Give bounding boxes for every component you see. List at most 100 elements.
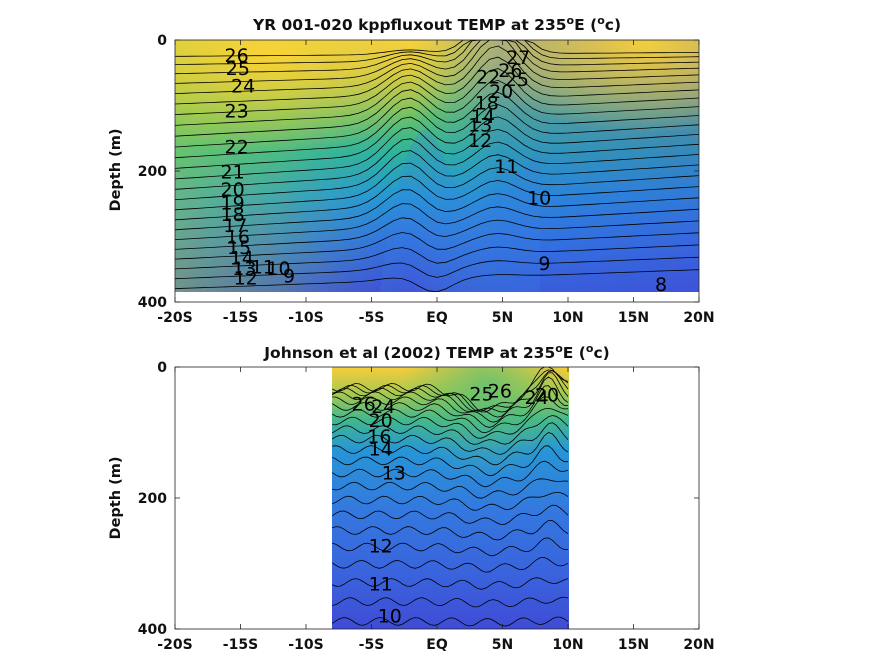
contour-label: 11	[369, 574, 393, 596]
contour-label: 12	[468, 130, 492, 152]
isotherm-line	[175, 138, 699, 190]
x-tick-label: -10S	[288, 310, 323, 326]
isotherm-line	[175, 256, 699, 280]
y-tick-label: 200	[138, 491, 167, 507]
isotherm-line	[175, 56, 699, 115]
isotherm-line	[175, 68, 699, 126]
x-tick-label: 15N	[618, 310, 649, 326]
contour-label: 14	[230, 247, 254, 269]
x-tick-label: 5N	[492, 310, 513, 326]
contour-label: 9	[538, 253, 550, 275]
contour-labels: 2625242322212019181716151413121110927262…	[221, 45, 668, 296]
isotherm-line	[175, 150, 699, 200]
contour-label: 20	[535, 384, 559, 406]
isotherm-line	[332, 372, 569, 418]
contour-label: 16	[367, 426, 391, 448]
x-tick-label: 10N	[552, 310, 583, 326]
x-tick-label: 15N	[618, 637, 649, 653]
x-tick-label: -15S	[223, 310, 258, 326]
isotherm-line	[332, 367, 569, 413]
x-tick-label: -20S	[157, 310, 192, 326]
isotherm-line	[332, 432, 569, 466]
contour-label: 13	[468, 114, 492, 136]
contour-label: 11	[494, 156, 518, 178]
isotherm-line	[175, 40, 699, 94]
y-tick-label: 400	[138, 295, 167, 311]
x-tick-label: -10S	[288, 637, 323, 653]
isotherm-line	[332, 596, 569, 608]
isotherm-line	[175, 162, 699, 211]
x-tick-label: EQ	[426, 310, 448, 326]
isotherm-line	[175, 244, 699, 270]
isotherm-line	[332, 445, 568, 477]
x-tick-label: -15S	[223, 637, 258, 653]
contour-label: 21	[221, 162, 245, 184]
contour-label: 24	[231, 76, 255, 98]
isotherm-line	[175, 40, 699, 65]
contour-label: 20	[489, 81, 513, 103]
isotherm-line	[175, 40, 699, 57]
isotherm-line	[175, 127, 699, 180]
isotherm-line	[175, 104, 699, 159]
contour-label: 13	[232, 258, 256, 280]
x-tick-label: EQ	[426, 637, 448, 653]
isotherm-line	[175, 175, 699, 221]
y-tick-label: 200	[138, 164, 167, 180]
contour-label: 12	[234, 268, 258, 290]
isotherm-line	[175, 189, 699, 231]
isotherm-line	[332, 396, 569, 434]
isotherm-line	[332, 415, 569, 445]
contour-label: 10	[266, 258, 290, 280]
contour-label: 9	[283, 266, 295, 288]
contour-label: 26	[352, 394, 376, 416]
contour-label: 12	[369, 536, 393, 558]
contour-label: 23	[225, 101, 249, 123]
contour-label: 10	[378, 606, 402, 628]
isotherm-line	[175, 45, 699, 105]
isotherm-line	[332, 460, 569, 488]
isotherm-line	[332, 616, 569, 627]
isotherm-line	[175, 203, 699, 240]
isotherm-line	[332, 422, 569, 455]
contour-label: 8	[655, 274, 667, 296]
contour-label: 20	[221, 179, 245, 201]
contour-label: 26	[225, 45, 249, 67]
isotherm-line	[332, 376, 569, 423]
y-axis-label: Depth (m)	[108, 457, 124, 540]
isotherm-line	[175, 40, 699, 84]
contour-label: 17	[223, 215, 247, 237]
x-tick-label: -5S	[359, 310, 385, 326]
chart-title: YR 001-020 kppfluxout TEMP at 235oE (oc)	[252, 14, 621, 34]
y-axis-label: Depth (m)	[108, 129, 124, 212]
x-tick-label: -5S	[359, 637, 385, 653]
y-tick-label: 400	[138, 622, 167, 638]
isotherm-line	[175, 40, 699, 75]
contour-label: 25	[226, 58, 250, 80]
y-tick-label: 0	[157, 33, 167, 49]
contour-label: 16	[226, 226, 250, 248]
x-tick-label: 20N	[683, 637, 714, 653]
isotherm-line	[332, 577, 569, 590]
isotherm-line	[175, 232, 699, 260]
isotherm-line	[332, 537, 569, 557]
contour-label: 20	[369, 410, 393, 432]
contour-lines	[332, 367, 569, 627]
contour-label: 25	[505, 69, 529, 91]
contour-label: 13	[382, 462, 406, 484]
isotherm-line	[332, 504, 569, 525]
contour-label: 24	[525, 387, 549, 409]
contour-label: 14	[369, 439, 393, 461]
contour-label: 11	[251, 256, 275, 278]
x-tick-label: 10N	[552, 637, 583, 653]
contour-label: 18	[221, 204, 245, 226]
contour-label: 24	[371, 396, 395, 418]
chart-title: Johnson et al (2002) TEMP at 235oE (oc)	[263, 342, 609, 362]
y-tick-label: 0	[157, 360, 167, 376]
isotherm-line	[175, 269, 699, 292]
contour-label: 15	[227, 237, 251, 259]
contour-label: 22	[476, 67, 500, 89]
contour-label: 18	[475, 93, 499, 115]
